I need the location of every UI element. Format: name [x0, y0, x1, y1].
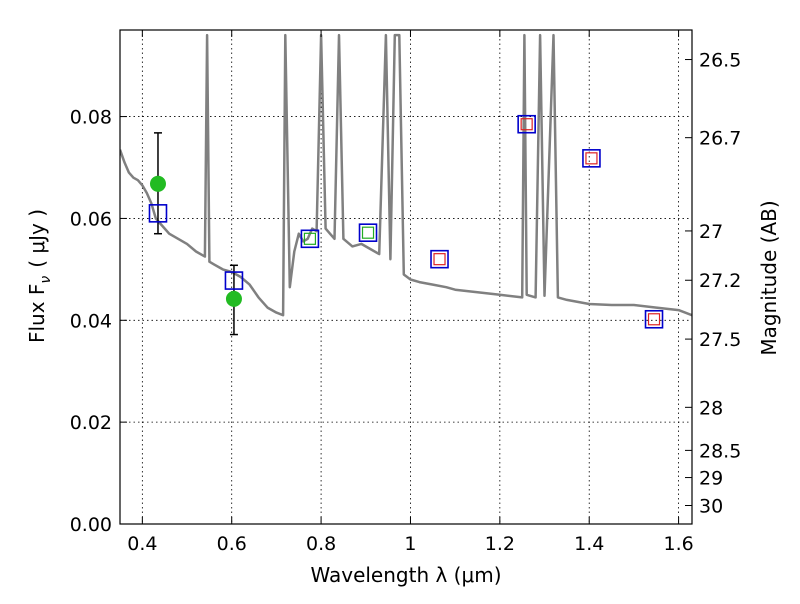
x-tick-label: 0.4	[127, 533, 157, 555]
grid-lines	[120, 30, 692, 524]
y-tick-label: 0.08	[70, 107, 112, 129]
y2-tick-label: 28.5	[699, 440, 741, 462]
band-marker-square	[303, 232, 317, 245]
band-marker-square	[647, 313, 661, 326]
model-flux-square	[644, 309, 664, 329]
y-axis-label-main: Flux F	[25, 284, 49, 343]
observed-flux-point	[225, 290, 242, 307]
y2-tick-label: 27.5	[699, 329, 741, 351]
model-spectrum-line	[120, 33, 692, 317]
x-tick-label: 0.8	[306, 533, 336, 555]
y-tick-label: 0.02	[70, 412, 112, 434]
y2-tick-label: 26.5	[699, 50, 741, 72]
x-tick-label: 1.4	[574, 533, 604, 555]
x-axis-label: Wavelength λ (μm)	[310, 563, 501, 587]
x-tick-label: 1.6	[663, 533, 693, 555]
band-marker-square	[520, 118, 533, 131]
band-marker-square	[361, 226, 375, 239]
plot-area	[120, 33, 692, 336]
observed-flux-point	[149, 175, 166, 192]
svg-text:Flux Fν( μJy ): Flux Fν ( μJy )	[25, 209, 54, 343]
y2-tick-label: 26.7	[699, 128, 741, 150]
y2-axis-label: Magnitude (AB)	[757, 200, 781, 355]
y2-tick-label: 30	[699, 496, 723, 518]
model-flux-square	[358, 223, 378, 242]
x-tick-label: 1	[404, 533, 416, 555]
y2-tick-label: 28	[699, 397, 723, 419]
axis-ticks: 0.4 0.6 0.8 1 1.2 1.4 1.6 0.00 0.02 0.04 0.06 0.08 2…	[70, 30, 741, 555]
y-tick-label: 0.06	[70, 208, 112, 230]
model-flux-square	[224, 271, 244, 290]
x-tick-label: 0.6	[217, 533, 247, 555]
y-tick-label: 0.00	[70, 514, 112, 536]
y-axis-label-unit: ( μJy )	[25, 209, 49, 268]
y-axis-label: Flux Fν ( μJy )	[25, 209, 54, 343]
model-flux-square	[148, 204, 168, 223]
y2-tick-label: 27.2	[699, 270, 741, 292]
model-flux-square	[582, 149, 601, 168]
y-axis-label-subscript: ν	[38, 276, 54, 284]
y-tick-label: 0.04	[70, 310, 112, 332]
y2-tick-label: 27	[699, 221, 723, 243]
band-marker-square	[585, 152, 598, 165]
x-tick-label: 1.2	[485, 533, 515, 555]
band-marker-square	[433, 253, 446, 266]
model-flux-square	[430, 249, 449, 269]
plot-frame	[119, 29, 693, 525]
model-flux-square	[300, 229, 320, 249]
model-flux-square	[517, 114, 536, 134]
y2-tick-label: 29	[699, 468, 723, 490]
